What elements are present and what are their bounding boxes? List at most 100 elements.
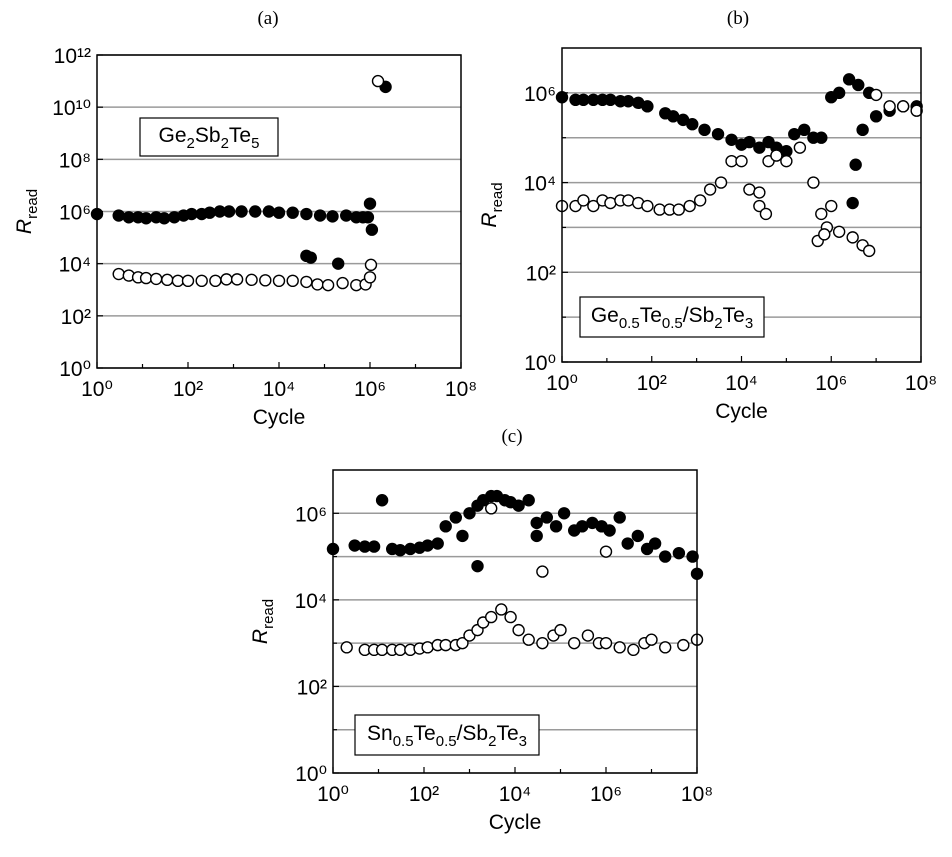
data-point [300,275,313,289]
data-point [842,73,856,86]
x-tick-label: 10⁶ [590,783,622,806]
data-point [139,271,153,285]
data-point [203,206,216,219]
data-point [375,494,389,507]
data-point [249,205,262,218]
data-point [714,176,728,189]
x-tick-label: 10⁸ [445,378,477,401]
data-point [149,272,163,286]
x-tick-label: 10⁴ [725,372,757,395]
text-part: 0.5 [662,315,683,332]
data-point [375,643,389,657]
plot-frame [332,469,698,774]
data-point [862,244,876,258]
data-point [869,88,883,102]
y-tick-label: 10⁴ [524,173,556,196]
data-point [658,641,672,654]
text-part: 0.5 [436,733,457,750]
annotation: Ge0.5Te0.5/Sb2Te3 [591,304,753,332]
data-point [495,603,508,616]
y-axis-label: Rread [13,189,41,234]
y-tick-label: 10² [61,306,91,329]
data-point [421,539,434,552]
data-point [485,610,498,624]
data-point [883,100,896,113]
x-tick-label: 10² [409,783,439,806]
data-point [471,559,484,573]
data-point [540,511,554,524]
data-point [363,271,377,284]
data-point [641,199,654,213]
text-part: 0.5 [393,733,414,750]
data-point [743,135,756,149]
y-axis-label: Rread [249,599,277,644]
text-part: 2 [187,135,195,152]
text-part: Sb [195,124,221,147]
data-point [780,154,793,168]
data-point [622,95,635,108]
data-point [365,223,379,236]
y-tick-label: 10⁰ [295,763,327,786]
data-point [703,183,717,196]
data-point [818,228,831,241]
data-point [181,274,195,288]
data-point [272,274,286,288]
data-point [456,529,469,543]
data-point [262,205,276,218]
data-point [222,205,236,218]
data-point [672,546,686,560]
data-point [693,194,707,207]
data-point [832,225,846,238]
data-point [220,273,233,286]
text-part: R [478,212,501,227]
text-part: read [260,599,277,629]
data-point [112,209,125,222]
text-part: /Sb [457,722,489,745]
data-point [522,633,535,646]
text-part: read [24,189,41,219]
panel-title: (c) [501,426,522,447]
panel-title: (b) [727,8,749,29]
data-point [735,154,748,168]
data-point [910,104,923,117]
x-tick-label: 10⁰ [317,783,349,806]
data-point [286,206,299,219]
data-point [158,212,171,225]
annotation-box [579,296,765,338]
data-point [485,502,498,515]
data-point [622,194,635,207]
data-point [576,520,589,533]
data-point [313,209,327,222]
data-point [658,550,672,563]
plot-frame [561,47,922,363]
data-point [683,199,696,213]
data-point [604,93,617,107]
data-point [367,540,381,553]
text-part: Ge [591,304,619,327]
data-point [698,123,711,137]
data-point [195,274,208,288]
x-axis-label: Cycle [253,406,306,429]
data-point [686,118,699,131]
data-point [832,86,846,100]
text-part: 2 [221,135,229,152]
data-point [431,537,444,550]
data-point [788,127,801,141]
panel: (c) 10⁰ 10² 10⁴ 10⁶ 10⁰ 10² 10⁴ 10⁶ 10⁸ Cycle Rread… [249,426,713,834]
panel-title: (a) [257,8,278,29]
data-point [530,529,543,543]
data-point [869,110,883,123]
data-point [793,141,807,154]
y-axis-label: Rread [478,182,506,227]
data-point [504,610,517,624]
data-point [421,641,434,654]
y-tick-label: 10⁴ [59,254,91,277]
x-tick-label: 10⁶ [354,378,386,401]
y-tick-label: 10² [297,676,327,699]
data-point [577,194,590,207]
panel: (b) 10⁰ 10² 10⁴ 10⁶ 10⁰ 10² 10⁴ 10⁶ 10⁸ Cycle Rread… [478,8,937,423]
text-part: 3 [745,315,753,332]
y-tick-label: 10⁰ [59,358,91,381]
data-point [361,211,375,224]
